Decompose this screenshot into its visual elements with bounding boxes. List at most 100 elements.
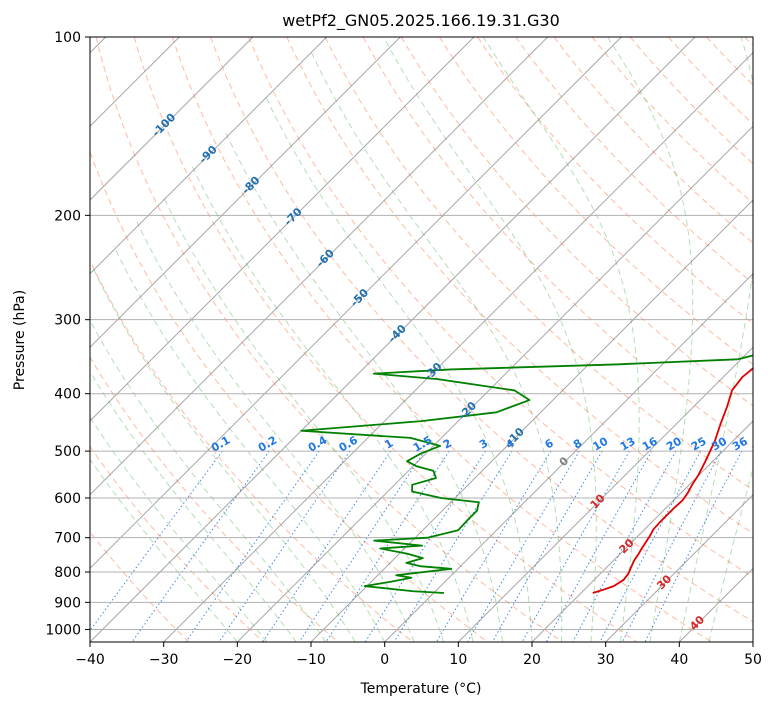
isotherm-label: -50 (348, 286, 371, 309)
mixing-ratio-line (491, 450, 603, 642)
isotherm (531, 420, 753, 642)
isotherm-label: 0 (557, 454, 572, 469)
dry-adiabat (210, 37, 753, 623)
moist-adiabat (90, 370, 297, 642)
moist-adiabat (136, 221, 415, 642)
moist-adiabat (309, 49, 563, 642)
isotherm (90, 37, 254, 201)
y-tick-label: 500 (54, 444, 81, 460)
x-tick-label: −20 (223, 652, 253, 668)
isotherm-label: 40 (687, 613, 707, 633)
mixing-ratio-line (467, 450, 580, 642)
moist-adiabat (383, 37, 597, 642)
mixing-ratio-line (599, 450, 701, 642)
moist-adiabat (113, 245, 386, 642)
moist-adiabat (607, 37, 694, 642)
plot-frame (89, 36, 754, 643)
dry-adiabat (90, 445, 264, 642)
temperature-profile (592, 367, 753, 594)
isotherm (90, 37, 622, 570)
isotherm (752, 641, 753, 642)
moist-adiabat (90, 458, 238, 642)
isotherm (90, 37, 549, 496)
mixing-ratio-line (621, 450, 722, 642)
x-tick-label: 0 (380, 652, 389, 668)
moist-adiabat (90, 319, 327, 642)
x-tick-label: 40 (670, 652, 688, 668)
isotherm-label: -60 (314, 246, 337, 269)
dry-adiabat (133, 37, 638, 642)
y-tick-label: 300 (54, 313, 81, 329)
dry-adiabat (706, 37, 753, 86)
mixing-ratio-label: 2 (441, 437, 454, 452)
isotherm (90, 37, 475, 422)
mixing-ratio-line (185, 450, 320, 642)
chart-title: wetPf2_GN05.2025.166.19.31.G30 (282, 11, 560, 31)
x-tick-label: −40 (75, 652, 105, 668)
mixing-ratio-line (521, 450, 630, 642)
x-axis-label: Temperature (°C) (360, 681, 482, 697)
mixing-ratio-line (131, 450, 270, 642)
dry-adiabat (477, 37, 753, 325)
mixing-ratio-line (262, 450, 392, 642)
dry-adiabat (439, 37, 753, 366)
mixing-ratio-line (364, 450, 486, 642)
isotherm (236, 125, 753, 642)
moist-adiabat (482, 37, 640, 642)
mixing-ratio-line (572, 450, 677, 642)
mixing-ratio-label: 6 (543, 436, 556, 451)
moist-adiabat (191, 165, 474, 642)
dry-adiabat (90, 356, 339, 642)
isotherm-label: -70 (282, 205, 305, 228)
dry-adiabat (95, 37, 563, 642)
dry-adiabat (553, 37, 753, 244)
y-tick-label: 100 (54, 30, 81, 46)
isotherm (605, 493, 753, 642)
mixing-ratio-line (90, 450, 223, 632)
dry-adiabat (248, 37, 753, 578)
x-tick-label: 10 (449, 652, 467, 668)
y-tick-label: 200 (54, 208, 81, 224)
dry-adiabat (744, 37, 753, 47)
isotherm (90, 37, 401, 349)
y-tick-label: 600 (54, 491, 81, 507)
y-tick-label: 900 (54, 595, 81, 611)
y-tick-label: 400 (54, 387, 81, 403)
isotherm (384, 272, 753, 642)
x-tick-label: 20 (523, 652, 541, 668)
isotherm (163, 51, 753, 642)
dry-adiabat (668, 37, 753, 125)
x-tick-label: 50 (744, 652, 762, 668)
isotherm-label: 10 (588, 491, 608, 511)
moist-adiabat (264, 94, 533, 642)
isotherm-label: -90 (197, 143, 220, 166)
dry-adiabat (90, 150, 488, 642)
isotherm (90, 37, 328, 275)
moist-adiabat (90, 416, 268, 642)
y-tick-label: 800 (54, 565, 81, 581)
moist-adiabat (678, 37, 753, 642)
dry-adiabat (324, 37, 753, 491)
y-axis-label: Pressure (hPa) (12, 290, 28, 390)
mixing-ratio-line (545, 450, 653, 642)
mixing-ratio-line (644, 450, 743, 642)
moist-adiabat (708, 466, 753, 642)
isotherm (310, 199, 753, 642)
x-tick-label: −30 (149, 652, 179, 668)
y-tick-label: 1000 (45, 622, 81, 638)
mixing-ratio-line (218, 450, 351, 642)
isotherm (90, 37, 696, 642)
x-tick-label: 30 (597, 652, 615, 668)
dry-adiabat (90, 259, 414, 642)
moist-adiabat (162, 195, 445, 642)
x-tick-label: −10 (296, 652, 326, 668)
mixing-ratio-line (298, 450, 425, 642)
isotherm-label: -40 (386, 322, 409, 345)
isotherm (678, 567, 753, 642)
moist-adiabat (92, 267, 356, 642)
isotherm-label: 30 (654, 572, 674, 592)
isotherm (457, 346, 753, 642)
y-tick-label: 700 (54, 531, 81, 547)
dewpoint-profile (300, 354, 753, 594)
